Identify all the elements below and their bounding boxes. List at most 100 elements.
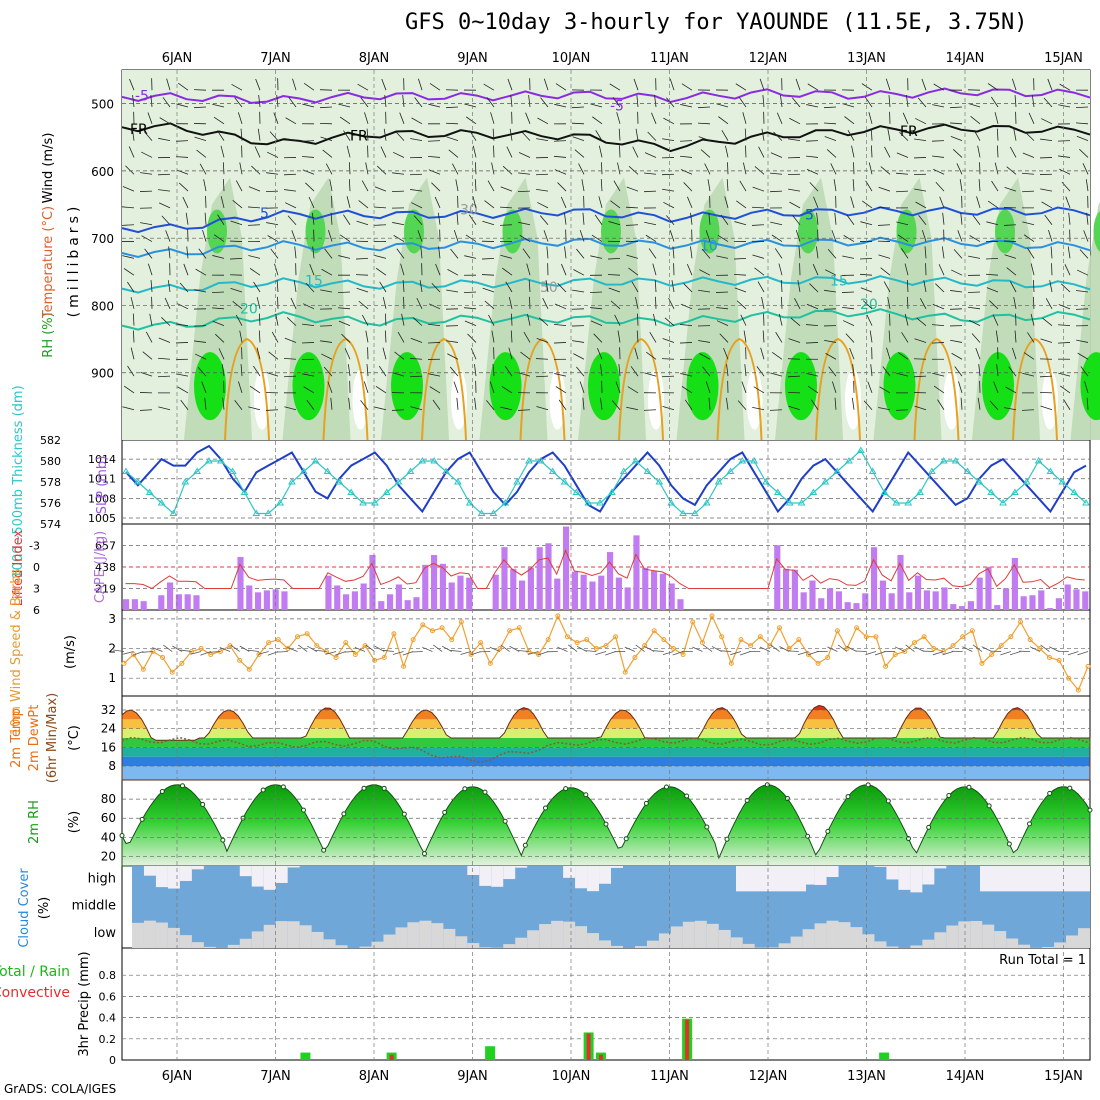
wind-barb	[464, 103, 477, 108]
wind-barb	[868, 112, 873, 124]
wind-barb	[726, 364, 729, 377]
wind-barb	[453, 381, 459, 394]
wind-barb	[716, 255, 729, 259]
wind-barb	[417, 230, 423, 242]
wind-barb	[619, 145, 621, 158]
wind-speed-point	[1018, 619, 1024, 625]
rh-point	[301, 807, 306, 813]
cape-bar	[360, 583, 367, 610]
cape-bar	[1020, 596, 1027, 610]
wind-barb	[230, 220, 243, 226]
surface-wind-barb	[402, 651, 414, 656]
low-cloud-gap	[766, 947, 779, 948]
wind-barb	[501, 386, 513, 394]
wind-barb	[613, 180, 621, 192]
wind-barb	[144, 248, 153, 259]
wind-barb	[455, 179, 459, 192]
wind-barb	[168, 246, 171, 259]
wind-barb	[286, 317, 297, 326]
wind-barb	[481, 274, 495, 276]
wind-barb	[887, 296, 891, 309]
wind-barb	[553, 140, 567, 142]
wind-barb	[574, 149, 585, 158]
thickness-line	[125, 449, 1087, 515]
high-cloud-gap	[814, 866, 827, 885]
wind-barb	[366, 364, 369, 377]
wind-barb	[267, 151, 279, 158]
wind-barb	[284, 337, 297, 343]
wind-barb	[736, 300, 747, 310]
high-cloud-gap	[479, 866, 492, 886]
thickness-point	[133, 478, 142, 485]
wind-barb	[576, 366, 585, 377]
surface-wind-barb	[267, 651, 279, 656]
rh-point	[926, 824, 932, 830]
wind-barb	[683, 283, 693, 293]
wind-barb	[161, 317, 171, 326]
cape-bar	[809, 580, 816, 610]
high-cloud-gap	[575, 866, 588, 889]
wind-barb	[320, 289, 333, 293]
contour-label: 5	[260, 206, 269, 222]
wind-barb	[831, 381, 837, 394]
wind-speed-point	[275, 637, 281, 643]
cape-bar	[510, 568, 517, 610]
wind-barb	[132, 313, 135, 326]
low-cloud-gap	[611, 945, 623, 948]
wind-barb	[958, 381, 963, 394]
cape-bar	[791, 569, 798, 610]
wind-barb	[834, 212, 837, 225]
cape-bar	[994, 605, 1001, 610]
precip-total-bar	[485, 1046, 496, 1060]
wind-barb	[992, 314, 999, 326]
wind-barb	[700, 149, 711, 158]
wind-barb	[558, 399, 567, 410]
wind-barb	[1057, 342, 1071, 344]
wind-speed-point	[1056, 657, 1062, 663]
thickness-point	[631, 457, 640, 464]
cape-bar	[387, 594, 394, 610]
thickness-point	[501, 499, 510, 506]
wind-barb	[165, 230, 171, 242]
rh-point	[1047, 790, 1053, 796]
wind-barb	[618, 364, 621, 377]
wind-barb	[827, 249, 837, 259]
wind-barb	[1006, 267, 1017, 276]
wind-barb	[860, 273, 873, 276]
wind-barb	[772, 351, 783, 360]
thickness-point	[264, 509, 273, 516]
wind-barb	[879, 386, 891, 394]
wind-barb	[234, 97, 243, 108]
wind-barb	[525, 112, 531, 124]
high-cloud-gap	[802, 866, 815, 885]
wind-barb	[884, 146, 891, 158]
cape-bar	[246, 585, 253, 610]
wind-barb	[1075, 308, 1089, 310]
surface-wind-barb	[433, 644, 443, 652]
precip-total-bar	[879, 1052, 890, 1060]
wind-speed-point	[815, 660, 821, 666]
precip-tick-label: 0.8	[99, 969, 117, 982]
wind-speed-point	[429, 628, 435, 634]
slp-tick-label: 1014	[88, 453, 116, 466]
wind-barb	[325, 163, 333, 175]
rh-core-upper	[896, 209, 917, 254]
wind-barb	[1057, 140, 1071, 142]
wind-speed-point	[169, 669, 175, 675]
wind-barb	[248, 406, 261, 411]
wind-barb	[500, 206, 513, 209]
wind-barb	[284, 189, 297, 192]
wind-barb	[697, 122, 711, 125]
date-label-top: 8JAN	[359, 51, 390, 66]
wind-barb	[266, 172, 279, 175]
wind-barb	[618, 128, 621, 141]
rh-core-lower	[686, 352, 719, 421]
wind-barb	[177, 303, 189, 310]
wind-speed-point	[381, 654, 387, 660]
wind-barb	[475, 162, 477, 175]
wind-barb	[536, 138, 549, 142]
warm-isotherm	[322, 338, 369, 441]
wind-barb	[374, 406, 387, 411]
wind-barb	[595, 130, 603, 141]
